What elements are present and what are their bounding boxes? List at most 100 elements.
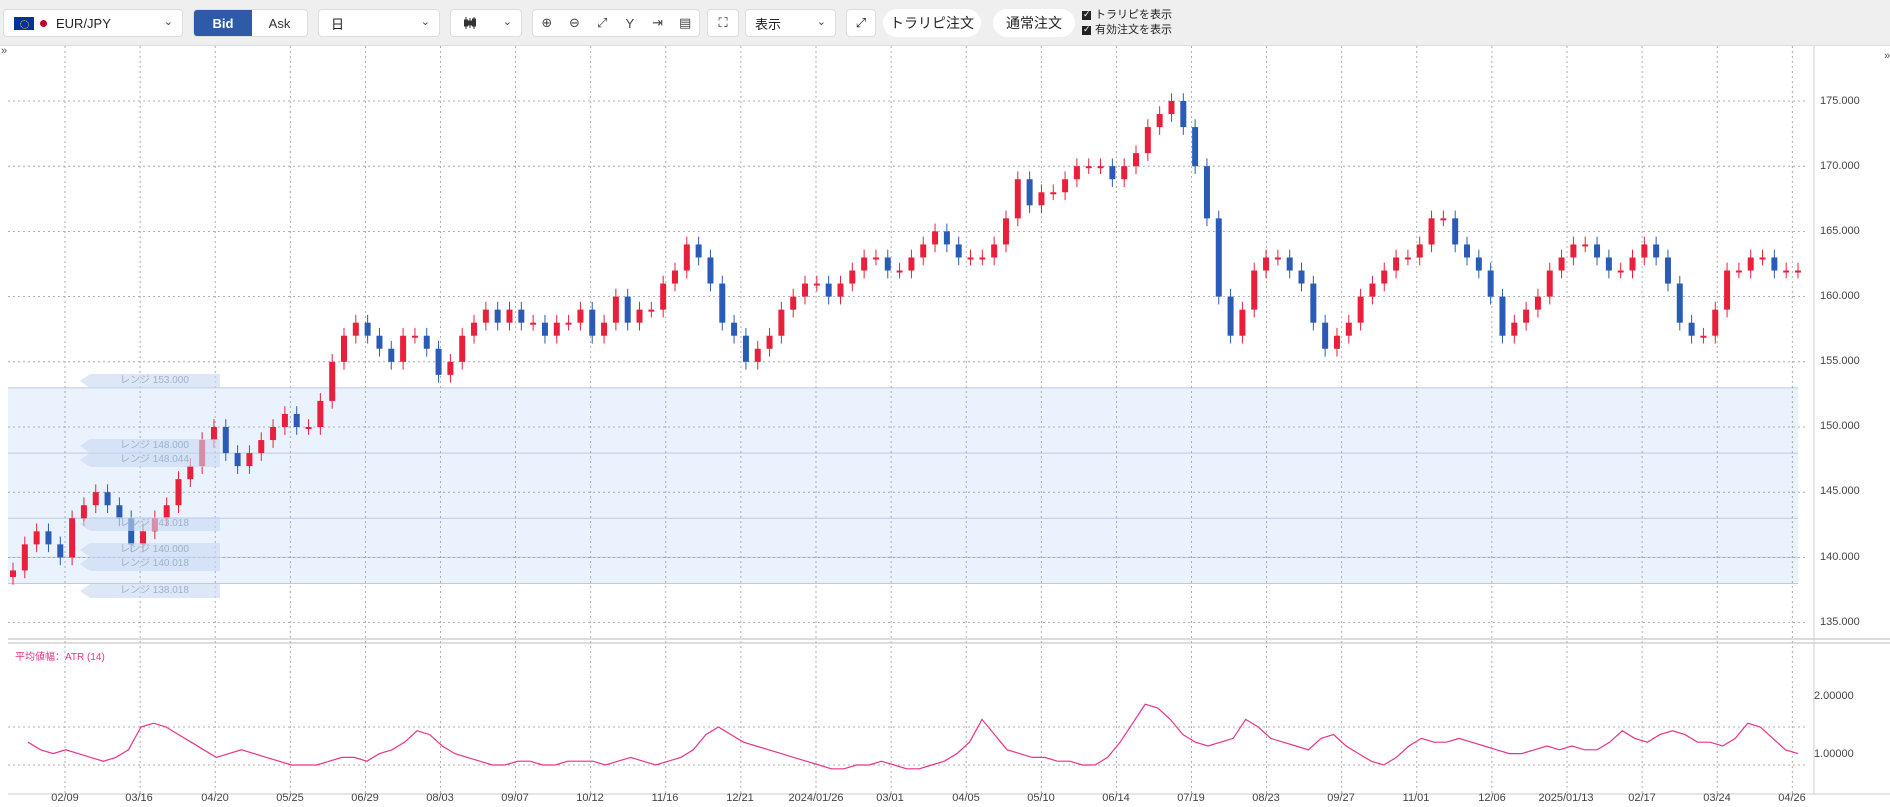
show-trap-checkbox[interactable]: トラリピを表示 [1082, 7, 1172, 23]
candle-body [1345, 322, 1352, 336]
candle-body [1298, 270, 1305, 284]
range-label: レンジ 143.018 [80, 517, 220, 531]
candle-body [1121, 166, 1128, 180]
candle-body [1227, 296, 1234, 336]
candle-body [932, 231, 939, 245]
candle-body [1653, 244, 1660, 258]
price-tick: 155.000 [1820, 355, 1860, 367]
atr-title: 平均値幅：ATR (14) [15, 652, 105, 663]
candle-body [1038, 192, 1045, 206]
time-tick: 09/07 [501, 792, 529, 804]
candle-body [790, 296, 797, 310]
price-tick: 140.000 [1820, 551, 1860, 563]
candle-body [1263, 257, 1270, 271]
candle-body [1783, 270, 1790, 273]
time-tick: 11/16 [651, 792, 679, 804]
candle-body [731, 322, 738, 336]
jp-flag-icon [40, 19, 47, 27]
candle-body [104, 492, 111, 506]
trap-order-button[interactable]: トラリピ注文 [883, 9, 981, 37]
candle-body [1676, 283, 1683, 323]
price-tick: 165.000 [1820, 225, 1860, 237]
price-tick: 175.000 [1820, 95, 1860, 107]
atr-line [27, 703, 1799, 770]
indicator-button[interactable]: ⛶ [707, 9, 739, 37]
chevron-down-icon: ⌄ [163, 16, 173, 28]
zoom-out-icon[interactable]: ⊖ [569, 15, 580, 30]
candle-body [80, 505, 87, 519]
time-tick: 04/05 [952, 792, 980, 804]
eu-flag-icon [14, 16, 34, 30]
candle-body [1357, 296, 1364, 323]
candle-body [1724, 270, 1731, 310]
candle-body [1712, 309, 1719, 336]
candle-body [837, 283, 844, 297]
candle-body [1144, 127, 1151, 154]
expand-sidebar-icon[interactable]: » [1, 45, 8, 57]
candle-body [1192, 127, 1199, 167]
candle-body [1523, 309, 1530, 323]
candle-body [1487, 270, 1494, 297]
candle-body [612, 296, 619, 323]
candle-body [1464, 244, 1471, 258]
y-axis-icon[interactable]: Y [625, 15, 635, 31]
ask-button[interactable]: Ask [268, 15, 291, 31]
normal-order-button[interactable]: 通常注文 [993, 9, 1075, 37]
chevron-down-icon: ⌄ [420, 16, 430, 28]
candle-body [92, 492, 99, 506]
candle-body [707, 257, 714, 284]
candle-body [872, 257, 879, 260]
time-tick: 03/01 [876, 792, 904, 804]
candle-body [1759, 257, 1766, 260]
candle-body [10, 570, 16, 577]
chart-type-select[interactable]: ⌄ [450, 9, 522, 37]
candle-body [1558, 257, 1565, 271]
bid-button[interactable]: Bid [194, 10, 252, 36]
candle-body [1605, 257, 1612, 271]
candle-body [317, 400, 324, 427]
candle-body [884, 257, 891, 271]
show-orders-checkbox[interactable]: 有効注文を表示 [1082, 22, 1172, 38]
time-tick: 12/21 [726, 792, 754, 804]
candle-body [896, 270, 903, 273]
candle-body [69, 518, 76, 558]
range-label: レンジ 140.018 [80, 557, 220, 571]
display-options: トラリピを表示 有効注文を表示 [1082, 7, 1172, 38]
candle-body [1499, 296, 1506, 336]
range-label: レンジ 140.000 [80, 543, 220, 557]
candle-body [1795, 270, 1801, 273]
candle-body [601, 322, 608, 336]
zoom-tools: ⊕ ⊖ ⤢ Y ⇥ ▤ [532, 9, 700, 37]
candle-body [1594, 244, 1601, 258]
price-chart[interactable] [8, 46, 1890, 807]
zoom-in-icon[interactable]: ⊕ [541, 15, 553, 30]
fullscreen-button[interactable]: ⤢ [846, 9, 876, 37]
candle-body [400, 335, 407, 362]
document-icon[interactable]: ▤ [679, 15, 692, 30]
candle-body [577, 309, 584, 323]
time-tick: 06/14 [1102, 792, 1130, 804]
jump-latest-icon[interactable]: ⇥ [652, 15, 663, 30]
fit-icon[interactable]: ⤢ [596, 15, 608, 30]
candle-body [754, 348, 761, 362]
candle-body [802, 283, 809, 297]
candle-body [494, 309, 501, 323]
display-select[interactable]: 表示 ⌄ [745, 9, 836, 37]
candle-body [825, 283, 832, 297]
candle-body [1381, 270, 1388, 284]
candle-body [329, 361, 336, 401]
candle-body [246, 453, 253, 467]
period-select[interactable]: 日 ⌄ [318, 9, 440, 37]
collapse-panel-icon[interactable]: » [1884, 50, 1890, 62]
candle-body [258, 440, 265, 454]
candle-body [1664, 257, 1671, 284]
candle-body [1747, 257, 1754, 271]
symbol-select[interactable]: EUR/JPY ⌄ [3, 9, 183, 37]
candle-body [1735, 270, 1742, 273]
candle-body [1002, 218, 1009, 245]
candle-body [967, 257, 974, 260]
candle-body [648, 309, 655, 312]
candle-body [506, 309, 513, 323]
candle-body [1333, 335, 1340, 349]
time-tick: 08/03 [426, 792, 454, 804]
